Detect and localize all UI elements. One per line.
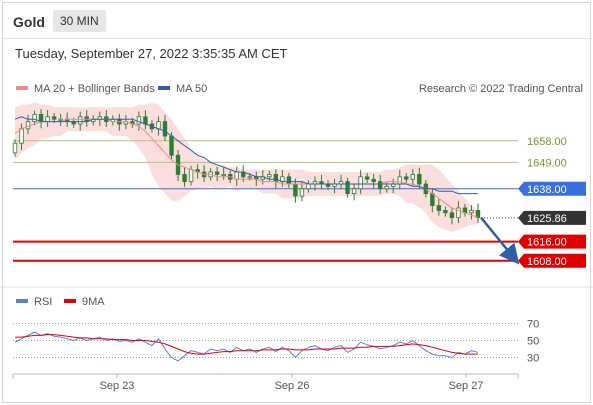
level-pill-text: 1638.00: [527, 184, 567, 196]
moving-averages: [14, 116, 520, 265]
rsi-legend-swatch: [16, 299, 28, 303]
level-value-0: 1658.00: [527, 136, 567, 148]
ma50-legend-swatch: [158, 86, 170, 90]
price-levels: [13, 140, 518, 262]
candle-body: [78, 116, 83, 125]
widget-header: Gold 30 MIN: [3, 3, 592, 39]
timestamp: Tuesday, September 27, 2022 3:35:35 AM C…: [15, 46, 288, 61]
candle-body: [443, 209, 448, 214]
candle-body: [162, 121, 168, 137]
timeframe-badge[interactable]: 30 MIN: [53, 10, 106, 32]
candle-body: [136, 116, 142, 125]
level-pill-4: 1616.00: [518, 234, 586, 249]
candle-body: [51, 116, 57, 120]
forecast-arrow: [480, 216, 520, 265]
candle-body: [188, 169, 194, 183]
bollinger-legend-swatch: [16, 86, 28, 90]
rsi-ma-legend-label: 9MA: [82, 296, 105, 308]
level-pill-text: 1616.00: [527, 237, 567, 249]
candle-body: [358, 176, 363, 190]
level-pill-text: 1608.00: [527, 256, 567, 268]
rsi-tick-label: 30: [527, 353, 539, 365]
candle-body: [475, 209, 481, 218]
candle-body: [273, 173, 279, 182]
rsi-legend-label: RSI: [34, 296, 52, 308]
candle-body: [364, 176, 370, 180]
x-tick-label: Sep 26: [275, 380, 310, 392]
rsi-tick-label: 70: [527, 319, 539, 331]
candle-body: [345, 181, 350, 195]
x-tick-label: Sep 27: [449, 380, 484, 392]
candle-body: [293, 183, 298, 197]
level-pill-3: 1625.86: [518, 210, 586, 225]
candle-body: [19, 128, 24, 144]
rsi-tick-label: 50: [527, 336, 539, 348]
level-pill-text: 1625.86: [527, 213, 567, 225]
instrument-title: Gold: [13, 14, 45, 30]
level-pill-bg: [518, 181, 586, 196]
candle-body: [169, 135, 174, 156]
candle-body: [404, 176, 409, 180]
candle-body: [436, 205, 442, 211]
level-labels: 1658.00 1649.00 1638.00 1625.86 1616.00 1608.…: [518, 136, 586, 268]
rsi-ma-line: [15, 334, 478, 355]
main-legend: MA 20 + Bollinger Bands MA 50 Research ©…: [16, 83, 583, 95]
candle-body: [182, 173, 187, 182]
bollinger-bands: [15, 102, 478, 233]
level-pill-bg: [518, 253, 586, 268]
candle-body: [38, 114, 44, 123]
candle-body: [351, 188, 357, 195]
candle-body: [45, 116, 50, 123]
candle-body: [371, 178, 376, 182]
candle-body: [247, 176, 252, 179]
level-pill-5: 1608.00: [518, 253, 586, 268]
candle-body: [410, 173, 415, 180]
bollinger-legend-label: MA 20 + Bollinger Bands: [34, 83, 155, 95]
level-pill-bg: [518, 210, 586, 225]
candle-body: [397, 176, 402, 185]
candle-body: [456, 207, 461, 218]
candle-body: [286, 176, 292, 185]
candle-body: [234, 171, 239, 180]
candle-body: [377, 181, 383, 190]
candle-body: [214, 171, 220, 175]
rsi-panel: 70 50 30: [13, 319, 539, 365]
level-pill-bg: [518, 234, 586, 249]
level-pill-2: 1638.00: [518, 181, 586, 196]
candle-body: [143, 116, 148, 125]
rsi-legend: RSI 9MA: [16, 296, 105, 308]
candle-body: [221, 173, 226, 176]
candle-body: [430, 193, 435, 207]
rsi-ma-legend-swatch: [64, 299, 76, 303]
rsi-line: [14, 331, 479, 362]
x-axis: Sep 23 Sep 26 Sep 27: [12, 373, 519, 392]
candle-body: [384, 185, 389, 190]
ma50-legend-label: MA 50: [176, 83, 207, 95]
candle-body: [306, 183, 311, 190]
level-value-1: 1649.00: [527, 157, 567, 169]
candle-body: [267, 173, 272, 178]
candle-body: [12, 142, 18, 154]
candle-body: [469, 209, 474, 214]
candle-body: [156, 121, 161, 130]
bollinger-band-fill: [15, 102, 478, 233]
candle-body: [449, 212, 455, 219]
candle-body: [417, 173, 422, 185]
credit-label: Research © 2022 Trading Central: [419, 83, 583, 95]
candle-body: [299, 188, 305, 197]
candle-body: [32, 114, 37, 123]
candle-body: [58, 118, 63, 121]
candle-body: [25, 121, 31, 130]
ma50-line: [14, 116, 478, 195]
x-tick-label: Sep 23: [100, 380, 135, 392]
